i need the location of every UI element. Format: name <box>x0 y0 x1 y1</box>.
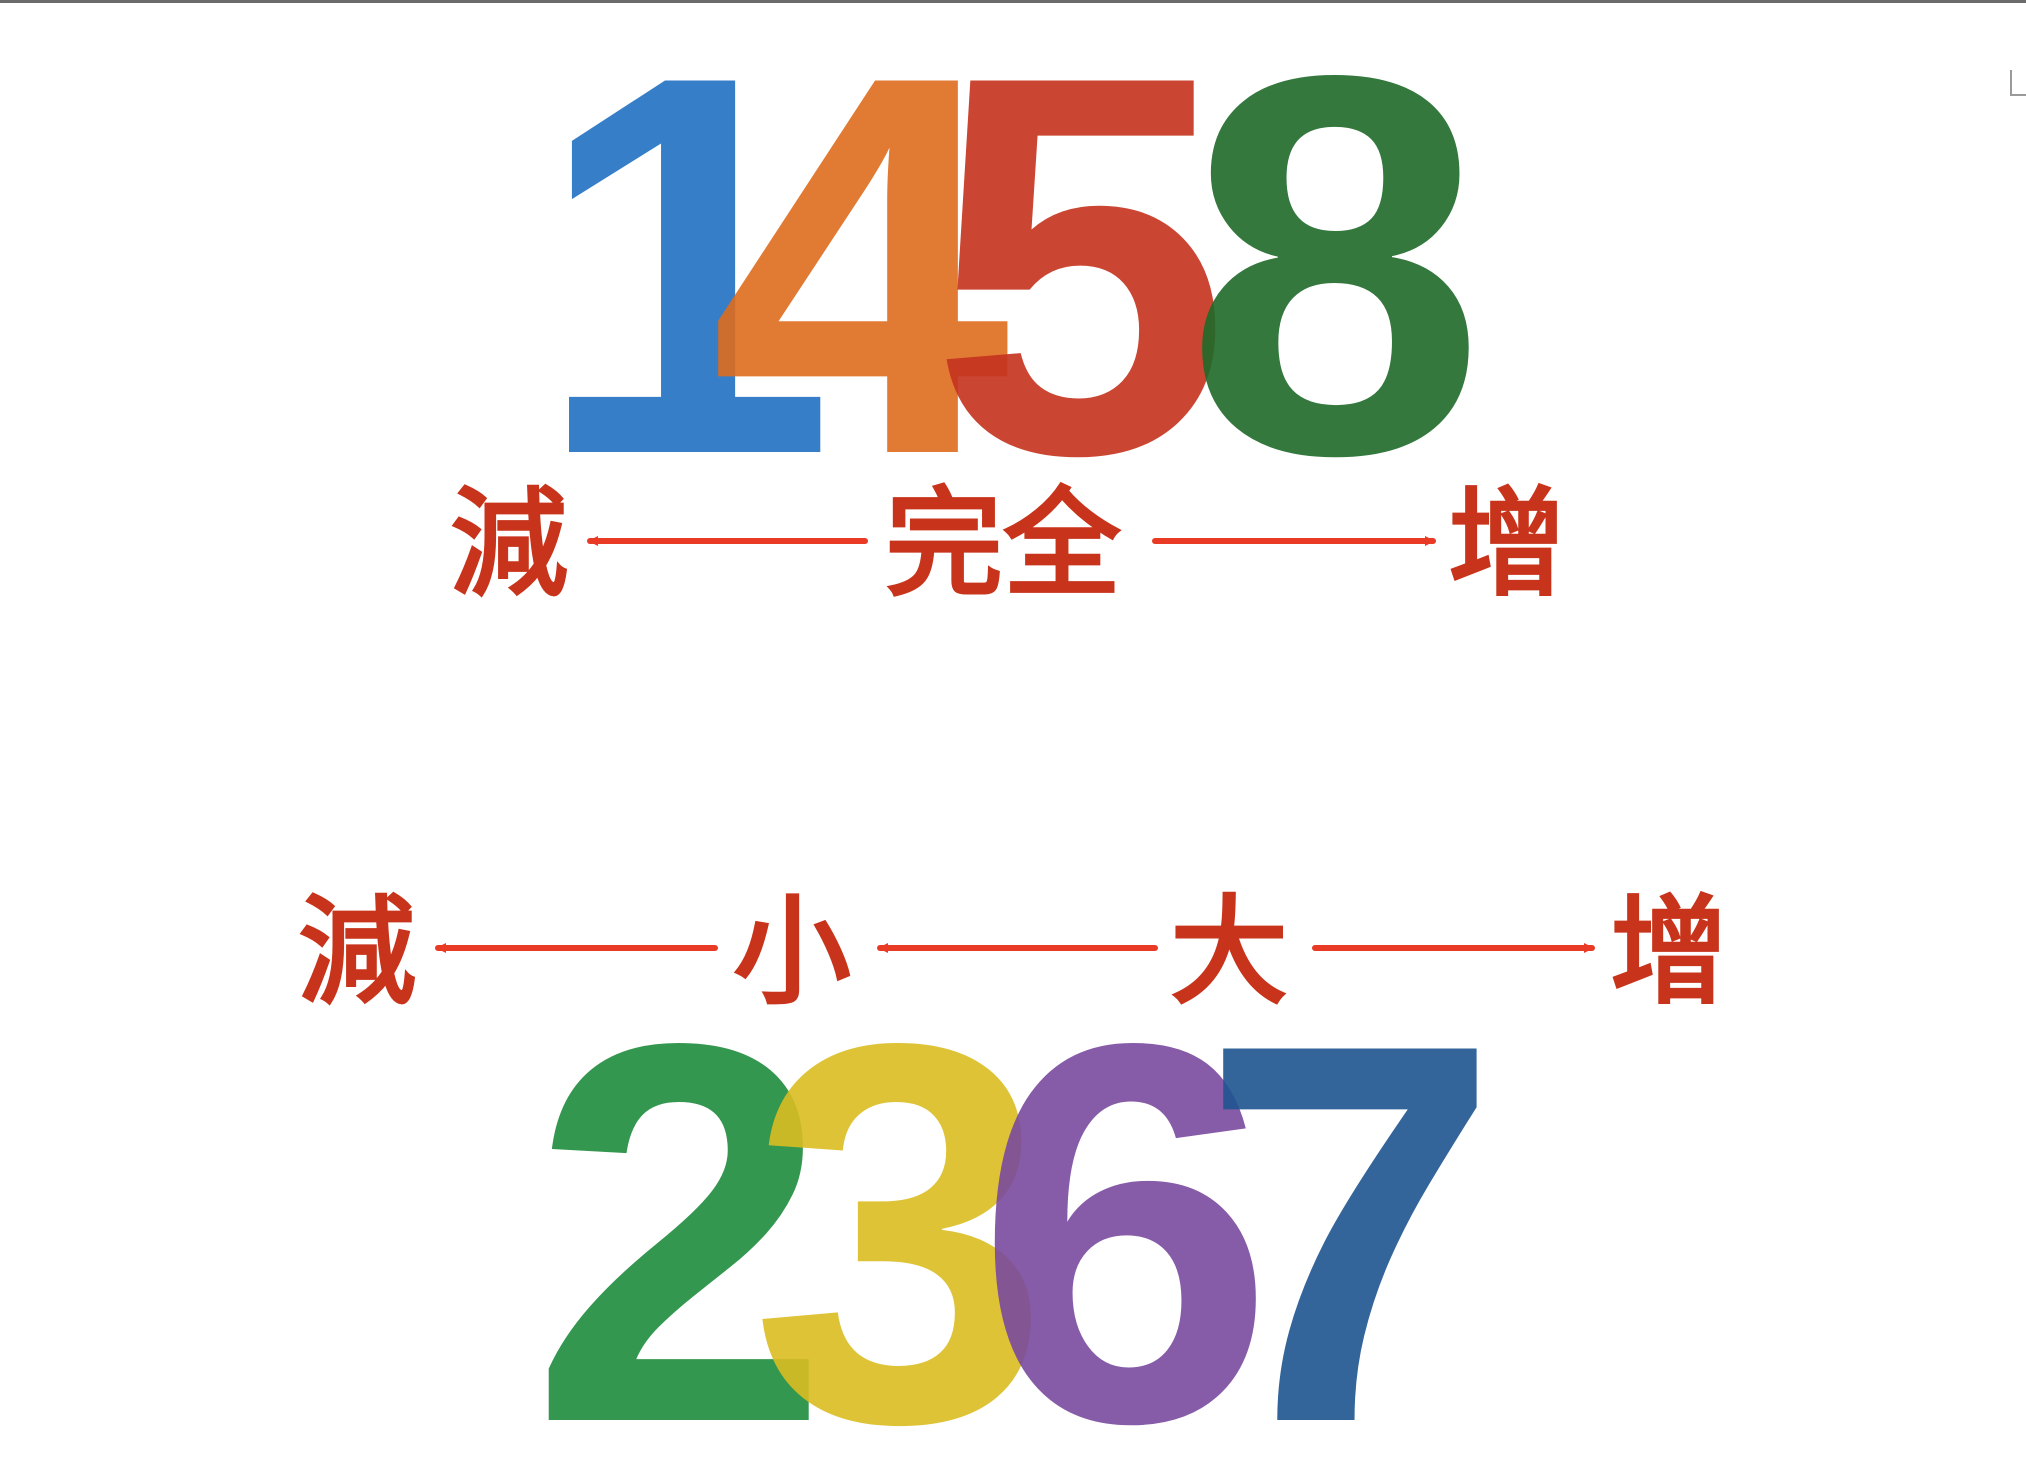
corner-resize-icon <box>2010 70 2026 96</box>
bottom-label-decrease: 減 <box>298 883 416 1021</box>
bottom-scale: 減 小 大 增 <box>298 883 1728 1021</box>
bottom-label-big: 大 <box>1170 883 1288 1021</box>
window-top-border <box>0 0 2026 3</box>
bottom-digit-2: 2 <box>530 932 830 1478</box>
bottom-label-increase: 增 <box>1610 883 1728 1021</box>
top-label-decrease: 減 <box>450 475 568 613</box>
top-label-increase: 增 <box>1448 475 1566 613</box>
top-digit-4: 4 <box>710 0 1014 567</box>
top-label-perfect: 完全 <box>885 475 1122 613</box>
bottom-digit-6: 6 <box>975 932 1275 1478</box>
top-number-group: 1 4 5 8 <box>535 0 1485 567</box>
bottom-digit-3: 3 <box>750 932 1050 1478</box>
top-digit-8: 8 <box>1185 0 1485 567</box>
bottom-label-small: 小 <box>733 883 851 1021</box>
bottom-digit-7: 7 <box>1200 932 1500 1478</box>
top-digit-1: 1 <box>535 0 835 567</box>
bottom-number-group: 2 3 6 7 <box>530 932 1500 1478</box>
top-digit-5: 5 <box>930 0 1230 567</box>
top-scale: 減 完全 增 <box>450 475 1566 613</box>
